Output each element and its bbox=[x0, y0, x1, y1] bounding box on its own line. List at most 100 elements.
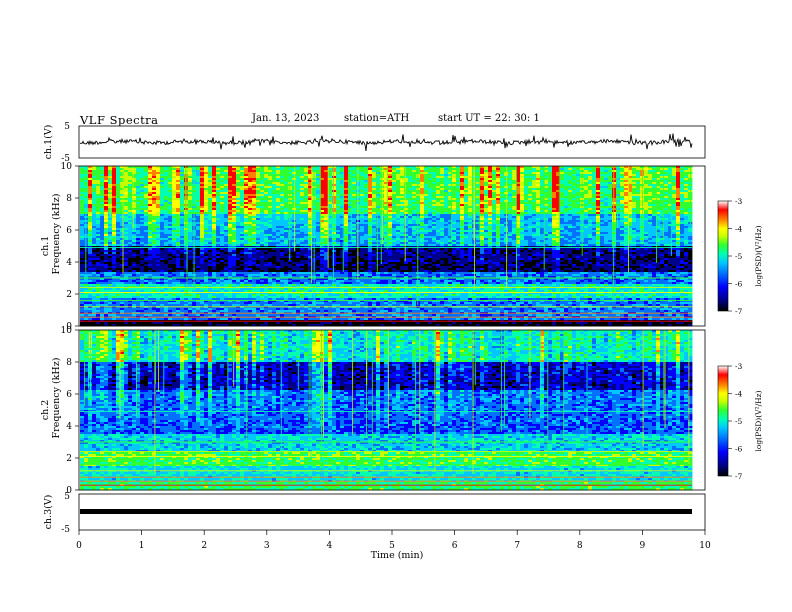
spectrogram-cell bbox=[340, 170, 345, 173]
ch1-waveform-panel: 5 -5 ch.1(V) bbox=[43, 122, 706, 164]
spectrogram-cell bbox=[664, 170, 669, 173]
spectrogram-cell bbox=[648, 166, 653, 169]
spectrogram-cell bbox=[248, 170, 253, 173]
spectrogram-cell bbox=[220, 166, 225, 169]
spectrogram-cell bbox=[512, 166, 517, 169]
spectrogram-cell bbox=[684, 170, 689, 173]
spectrogram-cell bbox=[272, 176, 277, 179]
spectrogram-cell bbox=[392, 176, 397, 179]
spectrogram-cell bbox=[140, 166, 145, 169]
spectrogram-cell bbox=[324, 172, 329, 175]
spectrogram-cell bbox=[264, 166, 269, 169]
spectrogram-cell bbox=[632, 174, 637, 177]
spectrogram-cell bbox=[208, 170, 213, 173]
spectrogram-cell bbox=[180, 176, 185, 179]
spectrogram-cell bbox=[268, 174, 273, 177]
spectrogram-cell bbox=[376, 166, 381, 169]
spectrogram-cell bbox=[524, 170, 529, 173]
spectrogram-cell bbox=[176, 166, 181, 169]
spectrogram-cell bbox=[632, 168, 637, 171]
spectrogram-cell bbox=[216, 172, 221, 175]
spectrogram-cell bbox=[572, 172, 577, 175]
spectrogram-cell bbox=[160, 174, 165, 177]
spectrogram-cell bbox=[600, 166, 605, 169]
spectrogram-cell bbox=[572, 174, 577, 177]
spectrogram-cell bbox=[484, 168, 489, 171]
spectrogram-cell bbox=[204, 172, 209, 175]
spectrogram-cell bbox=[156, 172, 161, 175]
spectrogram-cell bbox=[616, 166, 621, 169]
spectrogram-cell bbox=[280, 172, 285, 175]
spectrogram-cell bbox=[288, 172, 293, 175]
spectrogram-cell bbox=[600, 170, 605, 173]
spectrogram-cell bbox=[452, 166, 457, 169]
spectrogram-cell bbox=[364, 176, 369, 179]
spectrogram-cell bbox=[184, 176, 189, 179]
spectrogram-cell bbox=[584, 172, 589, 175]
spectrogram-cell bbox=[232, 166, 237, 169]
spectrogram-cell bbox=[240, 174, 245, 177]
spectrogram-cell bbox=[632, 170, 637, 173]
spectrogram-cell bbox=[88, 174, 93, 177]
spectrogram-cell bbox=[128, 176, 133, 179]
spectrogram-cell bbox=[620, 168, 625, 171]
spectrogram-cell bbox=[652, 174, 657, 177]
spectrogram-cell bbox=[180, 166, 185, 169]
spectrogram-cell bbox=[268, 168, 273, 171]
spectrogram-cell bbox=[232, 168, 237, 171]
spectrogram-cell bbox=[560, 170, 565, 173]
spectrogram-cell bbox=[264, 176, 269, 179]
spectrogram-cell bbox=[444, 174, 449, 177]
spectrogram-cell bbox=[412, 174, 417, 177]
spectrogram-cell bbox=[112, 166, 117, 169]
spectrogram-cell bbox=[168, 166, 173, 169]
spectrogram-cell bbox=[524, 174, 529, 177]
spectrogram-cell bbox=[444, 170, 449, 173]
spectrogram-cell bbox=[296, 174, 301, 177]
spectrogram-cell bbox=[400, 170, 405, 173]
spectrogram-cell bbox=[608, 174, 613, 177]
spectrogram-cell bbox=[164, 174, 169, 177]
spectrogram-cell bbox=[260, 166, 265, 169]
spectrogram-cell bbox=[324, 174, 329, 177]
spectrogram-cell bbox=[112, 174, 117, 177]
spectrogram-cell bbox=[528, 174, 533, 177]
spectrogram-cell bbox=[456, 168, 461, 171]
spectrogram-cell bbox=[116, 174, 121, 177]
spectrogram-cell bbox=[152, 166, 157, 169]
spectrogram-cell bbox=[348, 174, 353, 177]
spectrogram-cell bbox=[320, 176, 325, 179]
spectrogram-cell bbox=[684, 172, 689, 175]
spectrogram-cell bbox=[428, 174, 433, 177]
spectrogram-cell bbox=[224, 174, 229, 177]
spectrogram-cell bbox=[592, 168, 597, 171]
spectrogram-cell bbox=[308, 172, 313, 175]
spectrogram-cell bbox=[588, 174, 593, 177]
spectrogram-cell bbox=[596, 166, 601, 169]
spectrogram-cell bbox=[620, 174, 625, 177]
spectrogram-cell bbox=[300, 176, 305, 179]
spectrogram-cell bbox=[292, 172, 297, 175]
spectrogram-cell bbox=[180, 172, 185, 175]
spectrogram-cell bbox=[560, 168, 565, 171]
spectrogram-cell bbox=[392, 168, 397, 171]
spectrogram-cell bbox=[668, 166, 673, 169]
spectrogram-cell bbox=[364, 172, 369, 175]
spectrogram-cell bbox=[636, 174, 641, 177]
spectrogram-cell bbox=[464, 168, 469, 171]
spectrogram-cell bbox=[424, 170, 429, 173]
spectrogram-cell bbox=[180, 174, 185, 177]
spectrogram-cell bbox=[648, 174, 653, 177]
spectrogram-cell bbox=[248, 176, 253, 179]
spectrogram-cell bbox=[300, 172, 305, 175]
spectrogram-cell bbox=[200, 170, 205, 173]
spectrogram-cell bbox=[136, 170, 141, 173]
spectrogram-cell bbox=[332, 174, 337, 177]
spectrogram-cell bbox=[628, 174, 633, 177]
spectrogram-cell bbox=[304, 168, 309, 171]
spectrogram-cell bbox=[104, 166, 109, 169]
spectrogram-cell bbox=[260, 172, 265, 175]
spectrogram-cell bbox=[288, 174, 293, 177]
spectrogram-cell bbox=[304, 174, 309, 177]
spectrogram-cell bbox=[268, 172, 273, 175]
